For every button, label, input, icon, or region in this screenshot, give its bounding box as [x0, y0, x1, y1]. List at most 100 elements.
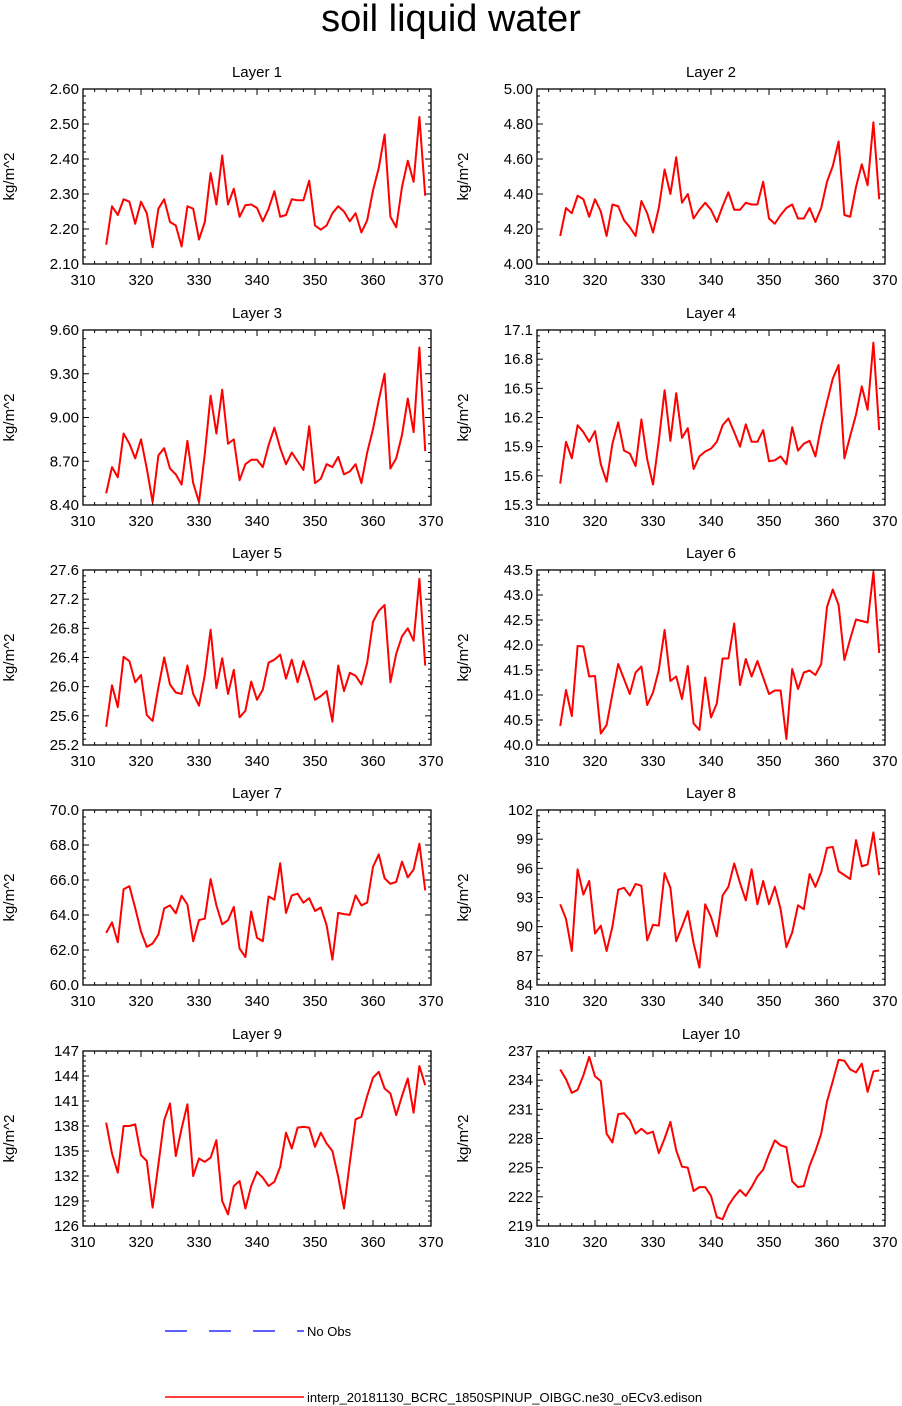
layer-7-ytick-label: 62.0 — [50, 942, 79, 959]
layer-6-title: Layer 6 — [686, 545, 736, 562]
layer-8-xtick-label: 310 — [524, 993, 549, 1010]
layer-10-xtick-label: 330 — [640, 1234, 665, 1251]
layer-4-xtick-label: 350 — [756, 513, 781, 530]
layer-9-ytick-label: 144 — [54, 1068, 79, 1085]
layer-1-xtick-label: 320 — [128, 272, 153, 289]
layer-8-panel: Layer 8 kg/m^2 310 320 330 340 350 360 370 84 87 90… — [455, 785, 898, 1010]
layer-8-title: Layer 8 — [686, 785, 736, 802]
layer-3-ytick-label: 8.70 — [50, 453, 79, 470]
layer-2-title: Layer 2 — [686, 64, 736, 81]
layer-9-ytick-label: 135 — [54, 1143, 79, 1160]
layer-5-xtick-label: 330 — [186, 753, 211, 770]
layer-6-ytick-label: 42.5 — [504, 612, 533, 629]
layer-3-ylabel: kg/m^2 — [1, 394, 18, 442]
layer-7-ytick-label: 66.0 — [50, 872, 79, 889]
layer-3-frame — [82, 329, 432, 506]
layer-5-title: Layer 5 — [232, 545, 282, 562]
layer-1-xtick-label: 370 — [418, 272, 443, 289]
layer-5-ylabel: kg/m^2 — [1, 634, 18, 682]
layer-9-xtick-label: 310 — [70, 1234, 95, 1251]
layer-1-ytick-label: 2.40 — [50, 151, 79, 168]
layer-1-ytick-label: 2.60 — [50, 81, 79, 98]
layer-5-ytick-label: 26.0 — [50, 679, 79, 696]
layer-3-ytick-label: 9.00 — [50, 410, 79, 427]
layer-7-panel: Layer 7 kg/m^2 310 320 330 340 350 360 370 60.0 62… — [1, 785, 444, 1010]
layer-9-xtick-label: 320 — [128, 1234, 153, 1251]
layer-5-ytick-label: 26.4 — [50, 650, 79, 667]
layer-1-panel: Layer 1 kg/m^2 310 320 330 340 350 360 370 2.10 2.… — [1, 64, 444, 289]
layer-9-xtick-label: 330 — [186, 1234, 211, 1251]
layer-2-xtick-label: 310 — [524, 272, 549, 289]
layer-1-ytick-label: 2.50 — [50, 116, 79, 133]
layer-3-xtick-label: 330 — [186, 513, 211, 530]
legend-obs-label: No Obs — [307, 1324, 352, 1339]
layer-6-xtick-label: 310 — [524, 753, 549, 770]
layer-3-title: Layer 3 — [232, 305, 282, 322]
layer-2-xtick-label: 340 — [698, 272, 723, 289]
layer-9-frame — [82, 1050, 432, 1227]
layer-4-ytick-label: 16.2 — [504, 410, 533, 427]
layer-3-ytick-label: 9.30 — [50, 366, 79, 383]
layer-2-ytick-label: 5.00 — [504, 81, 533, 98]
layer-4-xtick-label: 370 — [872, 513, 897, 530]
layer-5-xtick-label: 340 — [244, 753, 269, 770]
layer-10-ytick-label: 234 — [508, 1072, 533, 1089]
layer-1-xtick-label: 350 — [302, 272, 327, 289]
layer-10-xtick-label: 310 — [524, 1234, 549, 1251]
layer-8-ylabel: kg/m^2 — [455, 874, 472, 922]
layer-1-ytick-label: 2.10 — [50, 256, 79, 273]
layer-4-frame — [536, 329, 886, 506]
layer-6-ytick-label: 41.5 — [504, 662, 533, 679]
layer-4-xtick-label: 320 — [582, 513, 607, 530]
layer-5-xtick-label: 350 — [302, 753, 327, 770]
layer-3-xtick-label: 350 — [302, 513, 327, 530]
layer-2-series-line — [559, 121, 881, 237]
layer-7-xtick-label: 360 — [360, 993, 385, 1010]
layer-9-xtick-label: 340 — [244, 1234, 269, 1251]
layer-2-xtick-label: 370 — [872, 272, 897, 289]
layer-1-ylabel: kg/m^2 — [1, 153, 18, 201]
layer-10-xtick-label: 320 — [582, 1234, 607, 1251]
layer-4-ytick-label: 15.3 — [504, 497, 533, 514]
layer-6-xtick-label: 330 — [640, 753, 665, 770]
layer-4-ytick-label: 17.1 — [504, 322, 533, 339]
layer-9-series-line — [105, 1065, 427, 1216]
layer-7-xtick-label: 320 — [128, 993, 153, 1010]
layer-9-xtick-label: 350 — [302, 1234, 327, 1251]
layer-7-title: Layer 7 — [232, 785, 282, 802]
layer-10-title: Layer 10 — [682, 1026, 740, 1043]
layer-10-panel: Layer 10 kg/m^2 310 320 330 340 350 360 370 219 22… — [455, 1026, 898, 1251]
layer-1-series-line — [105, 116, 427, 249]
layer-4-ytick-label: 16.8 — [504, 351, 533, 368]
layer-1-xtick-label: 310 — [70, 272, 95, 289]
layer-7-frame — [82, 809, 432, 986]
layer-7-ytick-label: 64.0 — [50, 907, 79, 924]
layer-4-xtick-label: 330 — [640, 513, 665, 530]
layer-7-xtick-label: 330 — [186, 993, 211, 1010]
layer-4-ytick-label: 15.9 — [504, 439, 533, 456]
layer-9-ylabel: kg/m^2 — [1, 1115, 18, 1163]
layer-5-xtick-label: 310 — [70, 753, 95, 770]
layer-2-panel: Layer 2 kg/m^2 310 320 330 340 350 360 370 4.00 4.… — [455, 64, 898, 289]
layer-9-xtick-label: 370 — [418, 1234, 443, 1251]
layer-10-ytick-label: 228 — [508, 1131, 533, 1148]
layer-7-ytick-label: 60.0 — [50, 977, 79, 994]
layer-2-ytick-label: 4.20 — [504, 221, 533, 238]
layer-8-xtick-label: 340 — [698, 993, 723, 1010]
layer-3-ytick-label: 8.40 — [50, 497, 79, 514]
layer-10-ytick-label: 225 — [508, 1160, 533, 1177]
layer-10-ytick-label: 219 — [508, 1218, 533, 1235]
layer-5-frame — [82, 569, 432, 746]
layer-10-xtick-label: 350 — [756, 1234, 781, 1251]
layer-1-xtick-label: 340 — [244, 272, 269, 289]
layer-6-xtick-label: 370 — [872, 753, 897, 770]
layer-6-xtick-label: 340 — [698, 753, 723, 770]
layer-9-xtick-label: 360 — [360, 1234, 385, 1251]
layer-10-series-line — [559, 1055, 880, 1221]
layer-1-xtick-label: 360 — [360, 272, 385, 289]
layer-8-ytick-label: 93 — [516, 890, 533, 907]
layer-7-xtick-label: 310 — [70, 993, 95, 1010]
layer-8-xtick-label: 370 — [872, 993, 897, 1010]
layer-8-xtick-label: 350 — [756, 993, 781, 1010]
page-title: soil liquid water — [321, 0, 581, 40]
